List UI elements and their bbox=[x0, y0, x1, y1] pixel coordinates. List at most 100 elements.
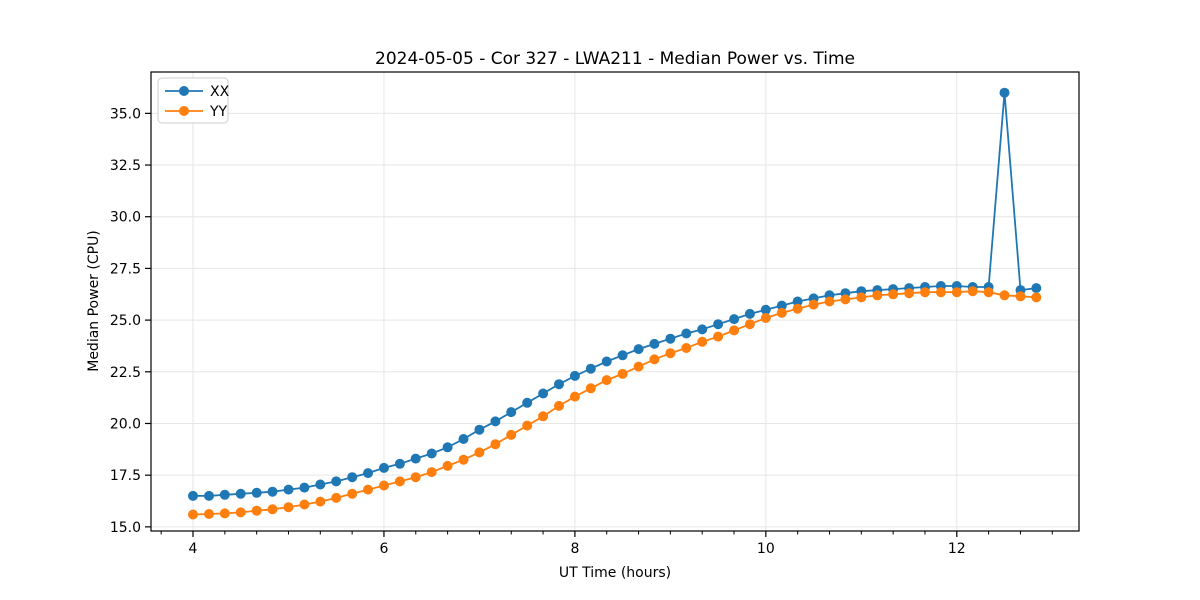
series-YY-point bbox=[713, 331, 724, 342]
y-tick-label: 17.5 bbox=[110, 468, 141, 484]
series-YY-point bbox=[538, 411, 549, 422]
series-YY-point bbox=[665, 348, 676, 359]
series-YY-point bbox=[267, 504, 278, 515]
gridlines bbox=[151, 72, 1079, 531]
series-YY-point bbox=[569, 391, 580, 402]
legend-label-xx: XX bbox=[210, 84, 230, 100]
series-XX-point bbox=[347, 472, 358, 483]
series-XX-point bbox=[379, 462, 389, 473]
y-tick-label: 20.0 bbox=[110, 416, 141, 432]
x-tick-label: 12 bbox=[948, 541, 966, 557]
series-XX-point bbox=[426, 448, 437, 459]
series-XX-point bbox=[458, 434, 469, 444]
series-YY-point bbox=[935, 287, 946, 298]
series-YY-point bbox=[490, 439, 501, 450]
series-XX-point bbox=[760, 304, 771, 315]
tick-labels: 4 6 8 10 12 15.0 17.5 20.0 22.5 25.0 27.5 30.0 32.5 3… bbox=[110, 106, 966, 557]
series-YY-point bbox=[951, 287, 962, 298]
series-XX-point bbox=[681, 328, 692, 339]
series-XX-point bbox=[776, 300, 787, 311]
legend-entry-yy: YY bbox=[165, 104, 228, 120]
series-XX-point bbox=[601, 356, 612, 367]
series-YY-point bbox=[601, 375, 612, 386]
series-YY-point bbox=[760, 313, 771, 323]
y-tick-label: 32.5 bbox=[110, 158, 141, 174]
y-tick-label: 27.5 bbox=[110, 261, 141, 277]
series-XX-point bbox=[744, 308, 755, 319]
series-YY-point bbox=[999, 290, 1010, 301]
series-YY-point bbox=[347, 488, 358, 499]
series-YY-point bbox=[442, 460, 453, 471]
series-XX-point bbox=[235, 488, 246, 499]
series-YY-point bbox=[808, 299, 819, 310]
series-XX-point bbox=[267, 486, 278, 497]
series-YY-point bbox=[426, 467, 437, 478]
series-YY-point bbox=[776, 307, 787, 318]
series-XX-point bbox=[569, 370, 580, 381]
series-YY-point bbox=[394, 476, 405, 487]
series-XX-point bbox=[490, 416, 501, 427]
series-YY-point bbox=[379, 480, 389, 491]
series-YY-point bbox=[331, 492, 342, 503]
chart-title: 2024-05-05 - Cor 327 - LWA211 - Median P… bbox=[375, 49, 855, 69]
series-YY-point bbox=[649, 354, 660, 365]
series-YY-point bbox=[315, 496, 326, 507]
series-YY-point bbox=[554, 400, 564, 411]
series-XX-point bbox=[999, 87, 1010, 98]
series-XX-point bbox=[251, 487, 262, 498]
series-lines bbox=[188, 87, 1042, 520]
series-XX-point bbox=[204, 490, 214, 501]
series-XX-point bbox=[792, 296, 803, 307]
series-YY-point bbox=[824, 296, 835, 307]
series-YY-point bbox=[363, 484, 373, 495]
series-YY-point bbox=[888, 289, 899, 300]
legend-entry-xx: XX bbox=[165, 84, 230, 100]
series-XX-point bbox=[474, 424, 485, 435]
series-XX-point bbox=[713, 319, 724, 330]
y-tick-label: 35.0 bbox=[110, 106, 141, 122]
series-YY-point bbox=[283, 502, 294, 513]
series-XX-point bbox=[394, 458, 405, 469]
series-YY-point bbox=[458, 454, 469, 465]
plot-border bbox=[150, 71, 1080, 532]
series-YY-point bbox=[856, 292, 867, 303]
y-axis-label: Median Power (CPU) bbox=[86, 230, 102, 372]
series-XX-point bbox=[188, 490, 198, 501]
series-YY-point bbox=[522, 420, 533, 431]
x-axis-label: UT Time (hours) bbox=[559, 565, 671, 581]
series-YY-point bbox=[235, 507, 246, 518]
series-XX-point bbox=[633, 344, 644, 355]
series-YY-point bbox=[697, 336, 708, 347]
series-YY-point bbox=[188, 509, 198, 520]
series-YY-point bbox=[1031, 292, 1042, 303]
x-tick-label: 8 bbox=[570, 541, 579, 557]
series-XX-point bbox=[522, 397, 533, 408]
series-XX-point bbox=[506, 407, 517, 418]
series-YY-point bbox=[585, 383, 596, 394]
series-YY-point bbox=[219, 508, 230, 519]
series-XX-point bbox=[442, 442, 453, 453]
series-YY-point bbox=[729, 325, 740, 336]
x-tick-label: 10 bbox=[757, 541, 775, 557]
series-YY-point bbox=[792, 303, 803, 314]
legend: XX YY bbox=[157, 77, 230, 124]
legend-marker-icon-xx bbox=[179, 86, 189, 96]
legend-label-yy: YY bbox=[209, 104, 228, 120]
legend-marker-icon-yy bbox=[179, 106, 189, 116]
series-XX-point bbox=[410, 453, 421, 464]
series-YY-point bbox=[744, 319, 755, 330]
axes bbox=[145, 71, 1080, 537]
series-YY-point bbox=[617, 368, 628, 379]
x-tick-label: 6 bbox=[379, 541, 388, 557]
series-YY-point bbox=[904, 288, 915, 299]
y-tick-label: 30.0 bbox=[110, 210, 141, 226]
series-YY-point bbox=[410, 472, 421, 483]
series-XX-point bbox=[538, 388, 549, 399]
series-XX-point bbox=[665, 333, 676, 344]
series-XX-point bbox=[585, 363, 596, 374]
series-XX-point bbox=[299, 482, 310, 493]
y-tick-label: 15.0 bbox=[110, 520, 141, 536]
series-YY-point bbox=[681, 343, 692, 353]
